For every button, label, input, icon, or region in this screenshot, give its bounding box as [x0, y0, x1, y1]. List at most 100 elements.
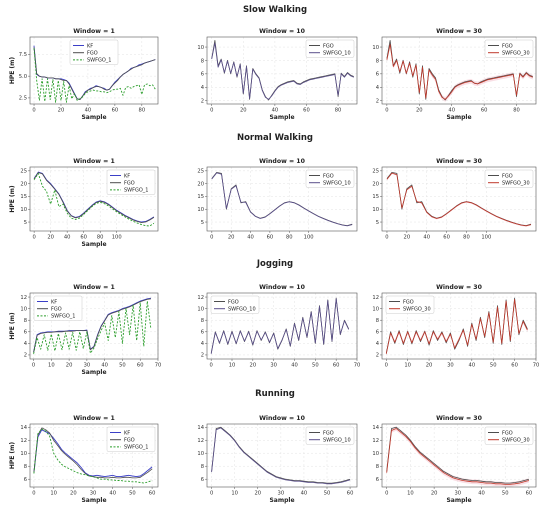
- x-tick-label: 80: [286, 235, 293, 241]
- legend-label-FGO: FGO: [502, 173, 513, 179]
- panel-title: Window = 1: [73, 158, 115, 165]
- x-tick-label: 0: [385, 363, 388, 369]
- plot-frame: [381, 423, 537, 488]
- y-tick-label: 4: [201, 341, 205, 347]
- legend-label-SWFGO_1: SWFGO_1: [124, 445, 149, 451]
- panel-2-3: 0 20 40 60 80 100 5 10 15 20 25 Window = 30 FGO SWFGO…: [372, 158, 537, 241]
- series-line-SWFGO_30: [386, 172, 532, 227]
- x-tick-label: 50: [502, 491, 509, 497]
- y-tick-label: 15: [20, 194, 27, 200]
- legend-label-FGO: FGO: [87, 51, 98, 57]
- x-tick-label: 10: [229, 363, 236, 369]
- y-tick-label: 25: [372, 169, 379, 175]
- x-tick-label: 40: [272, 108, 279, 114]
- x-tick-label: 60: [303, 108, 310, 114]
- x-tick-label: 70: [155, 363, 162, 369]
- x-tick-label: 20: [228, 235, 235, 241]
- x-tick-label: 30: [455, 491, 462, 497]
- panel-title: Window = 10: [259, 415, 306, 422]
- y-tick-label: 4: [24, 341, 28, 347]
- series-line-SWFGO_1: [33, 300, 152, 354]
- legend-label-FGO: FGO: [323, 173, 334, 179]
- x-tick-label: 20: [254, 491, 261, 497]
- x-tick-label: 60: [137, 363, 144, 369]
- legend-label-SWFGO_30: SWFGO_30: [502, 181, 530, 187]
- y-tick-label: 12: [372, 295, 379, 301]
- legend-box: [106, 169, 156, 195]
- legend-label-FGO: FGO: [124, 438, 135, 444]
- x-tick-label: 20: [47, 235, 54, 241]
- x-axis-label: Sample: [269, 497, 294, 504]
- panel-4-2: 0 10 20 30 40 50 60 6 8 10 12 14 Window = 10 Sample FG…: [197, 415, 358, 504]
- x-tick-label: 20: [66, 363, 73, 369]
- legend-label-SWFGO_10: SWFGO_10: [323, 438, 351, 444]
- plot-frame: [206, 423, 358, 488]
- x-tick-label: 70: [354, 363, 361, 369]
- row-title-slow-walking: Slow Walking: [243, 5, 307, 15]
- panel-title: Window = 30: [436, 415, 483, 422]
- x-tick-label: 60: [80, 235, 87, 241]
- y-tick-label: 12: [372, 438, 379, 444]
- y-tick-label: 14: [20, 425, 27, 431]
- legend: FGO SWFGO_10: [305, 169, 355, 188]
- panel-2-1: 0 20 40 60 80 100 5 10 15 20 25 Window = 1 Sample HPE…: [9, 158, 159, 248]
- x-tick-label: 10: [50, 491, 57, 497]
- legend-label-FGO: FGO: [228, 299, 239, 305]
- y-tick-label: 14: [372, 425, 379, 431]
- y-tick-label: 8: [24, 318, 27, 324]
- x-tick-label: 60: [347, 491, 354, 497]
- y-tick-label: 2: [201, 353, 204, 359]
- x-tick-label: 80: [335, 108, 342, 114]
- legend-label-FGO: FGO: [403, 299, 414, 305]
- legend-label-KF: KF: [124, 173, 130, 179]
- x-tick-label: 20: [416, 108, 423, 114]
- plot-frame: [29, 166, 159, 232]
- legend: FGO SWFGO_10: [210, 295, 260, 314]
- y-tick-label: 20: [197, 181, 204, 187]
- y-tick-label: 10: [372, 207, 379, 213]
- x-tick-label: 60: [511, 363, 518, 369]
- legend: FGO SWFGO_30: [385, 295, 435, 314]
- y-tick-label: 10: [197, 306, 204, 312]
- x-tick-label: 40: [469, 363, 476, 369]
- y-tick-label: 25: [197, 169, 204, 175]
- x-tick-label: 20: [426, 363, 433, 369]
- x-tick-label: 30: [447, 363, 454, 369]
- series-line-SWFGO_10: [210, 298, 350, 354]
- x-tick-label: 50: [129, 491, 136, 497]
- legend-label-SWFGO_30: SWFGO_30: [502, 51, 530, 57]
- legend-label-SWFGO_1: SWFGO_1: [51, 314, 76, 320]
- x-tick-label: 20: [431, 491, 438, 497]
- plot-frame: [381, 292, 537, 360]
- y-tick-label: 5: [24, 220, 27, 226]
- y-tick-label: 8: [376, 318, 379, 324]
- x-axis-label: Sample: [81, 369, 106, 376]
- x-tick-label: 50: [312, 363, 319, 369]
- panel-title: Window = 10: [259, 28, 306, 35]
- legend-box: [33, 295, 83, 321]
- legend-label-KF: KF: [51, 299, 57, 305]
- x-tick-label: 10: [48, 363, 55, 369]
- legend-label-FGO: FGO: [51, 307, 62, 313]
- y-tick-label: 8: [24, 464, 27, 470]
- y-axis-label: HPE (m): [9, 312, 16, 340]
- y-tick-label: 2: [201, 98, 204, 104]
- legend-label-SWFGO_1: SWFGO_1: [87, 58, 112, 64]
- panel-title: Window = 1: [73, 28, 115, 35]
- x-tick-label: 0: [385, 491, 388, 497]
- series-line-FGO: [33, 47, 156, 100]
- y-tick-label: 5.0: [19, 74, 27, 80]
- y-tick-label: 6: [24, 477, 27, 483]
- x-tick-label: 0: [210, 108, 213, 114]
- y-tick-label: 14: [197, 425, 204, 431]
- legend: FGO SWFGO_30: [484, 39, 534, 58]
- x-tick-label: 100: [112, 235, 122, 241]
- y-tick-label: 4: [201, 85, 205, 91]
- x-tick-label: 20: [250, 363, 257, 369]
- plot-frame: [381, 166, 537, 232]
